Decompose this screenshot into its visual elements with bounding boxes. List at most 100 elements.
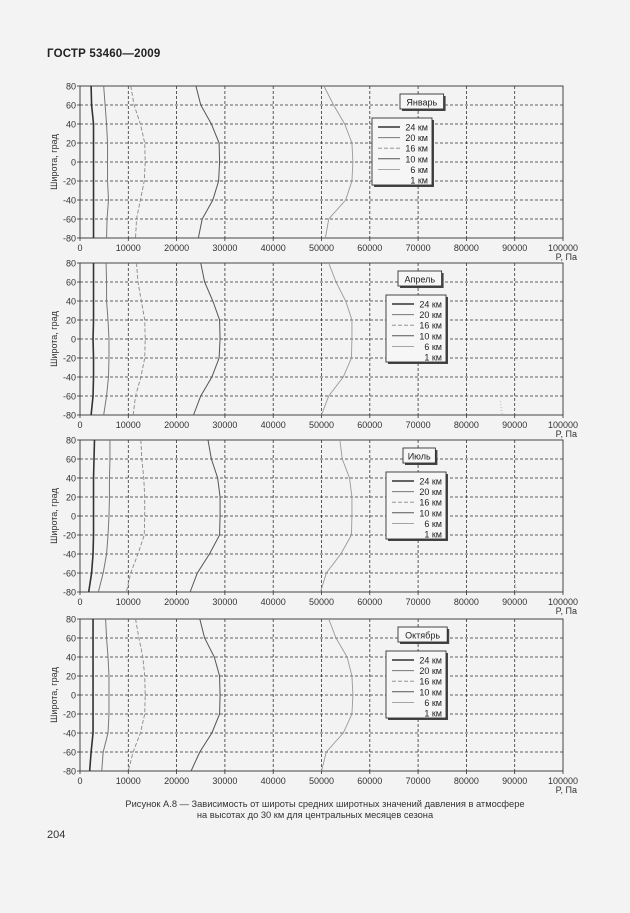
series-line (127, 618, 146, 772)
legend-entry: 6 км (410, 165, 428, 175)
y-tick-label: 40 (66, 474, 76, 484)
caption-line-1: Рисунок А.8 — Зависимость от широты сред… (125, 799, 525, 809)
x-tick-label: 40000 (261, 597, 286, 607)
y-tick-label: -40 (63, 373, 76, 383)
x-tick-label: 30000 (212, 597, 237, 607)
x-tick-label: 80000 (454, 776, 479, 786)
y-tick-label: 40 (66, 120, 76, 130)
x-tick-label: 60000 (357, 243, 382, 253)
x-tick-label: 90000 (502, 597, 527, 607)
x-tick-label: 20000 (164, 597, 189, 607)
y-tick-label: 0 (71, 512, 76, 522)
series-line (190, 618, 221, 772)
x-tick-label: 40000 (261, 776, 286, 786)
legend-entry: 6 км (424, 519, 442, 529)
series-line (193, 262, 221, 416)
x-tick-label: 80000 (454, 597, 479, 607)
chart-title: Апрель (405, 275, 436, 285)
y-tick-label: 80 (66, 259, 76, 269)
y-tick-label: -20 (63, 531, 76, 541)
series-line (130, 85, 146, 239)
x-tick-label: 20000 (164, 420, 189, 430)
x-tick-label: 60000 (357, 776, 382, 786)
x-tick-label: 50000 (309, 420, 334, 430)
y-tick-label: 80 (66, 615, 76, 625)
y-tick-label: -40 (63, 729, 76, 739)
y-tick-label: 40 (66, 653, 76, 663)
y-tick-label: -80 (63, 588, 76, 598)
series-line (101, 618, 110, 772)
x-tick-label: 60000 (357, 597, 382, 607)
y-tick-label: 0 (71, 158, 76, 168)
legend-entry: 24 км (419, 656, 442, 666)
series-line (132, 262, 146, 416)
series-line (125, 439, 146, 593)
series-line (90, 263, 95, 416)
legend-entry: 1 км (424, 353, 442, 363)
y-tick-label: 20 (66, 139, 76, 149)
x-tick-label: 100000 (548, 243, 578, 253)
x-tick-label: 10000 (116, 420, 141, 430)
x-tick-label: 10000 (116, 776, 141, 786)
x-tick-label: 30000 (212, 776, 237, 786)
legend-entry: 1 км (424, 709, 442, 719)
legend-entry: 10 км (405, 154, 428, 164)
x-tick-label: 10000 (116, 243, 141, 253)
y-axis-label: Широта, град (49, 666, 59, 722)
x-tick-label: 70000 (406, 597, 431, 607)
legend-entry: 6 км (424, 342, 442, 352)
legend-entry: 24 км (419, 300, 442, 310)
x-tick-label: 100000 (548, 776, 578, 786)
y-tick-label: -60 (63, 392, 76, 402)
y-tick-label: -80 (63, 411, 76, 421)
series-line (103, 262, 110, 416)
legend-entry: 20 км (419, 487, 442, 497)
series-line (189, 439, 221, 593)
legend-entry: 10 км (419, 508, 442, 518)
series-line (195, 85, 221, 239)
x-tick-label: 60000 (357, 420, 382, 430)
series-line (323, 85, 354, 239)
legend-entry: 20 км (419, 310, 442, 320)
legend-entry: 1 км (410, 176, 428, 186)
y-tick-label: 40 (66, 297, 76, 307)
y-axis-label: Широта, град (49, 487, 59, 543)
y-tick-label: 20 (66, 493, 76, 503)
series-line (103, 85, 109, 239)
chart-title: Январь (406, 98, 437, 108)
x-axis-label: P, Па (556, 429, 577, 439)
y-tick-label: 20 (66, 672, 76, 682)
x-axis-label: P, Па (556, 606, 577, 616)
y-tick-label: -60 (63, 569, 76, 579)
x-tick-label: 0 (77, 420, 82, 430)
legend-entry: 20 км (405, 133, 428, 143)
x-tick-label: 30000 (212, 420, 237, 430)
series-line (97, 440, 111, 593)
x-tick-label: 70000 (406, 776, 431, 786)
x-tick-label: 70000 (406, 420, 431, 430)
y-tick-label: -40 (63, 196, 76, 206)
legend-entry: 24 км (419, 477, 442, 487)
x-tick-label: 20000 (164, 776, 189, 786)
x-axis-label: P, Па (556, 785, 577, 795)
caption-line-2: на высотах до 30 км для центральных меся… (196, 810, 434, 820)
x-tick-label: 20000 (164, 243, 189, 253)
x-tick-label: 0 (77, 776, 82, 786)
y-tick-label: 0 (71, 691, 76, 701)
legend-entry: 16 км (419, 677, 442, 687)
chart-title-box: Июль (402, 447, 438, 465)
series-line (320, 439, 353, 593)
grid (80, 86, 563, 238)
x-tick-label: 40000 (261, 420, 286, 430)
x-tick-label: 100000 (548, 420, 578, 430)
x-tick-label: 90000 (502, 420, 527, 430)
x-tick-label: 50000 (309, 597, 334, 607)
y-tick-label: 60 (66, 278, 76, 288)
y-tick-label: -20 (63, 177, 76, 187)
series-line (87, 439, 96, 593)
